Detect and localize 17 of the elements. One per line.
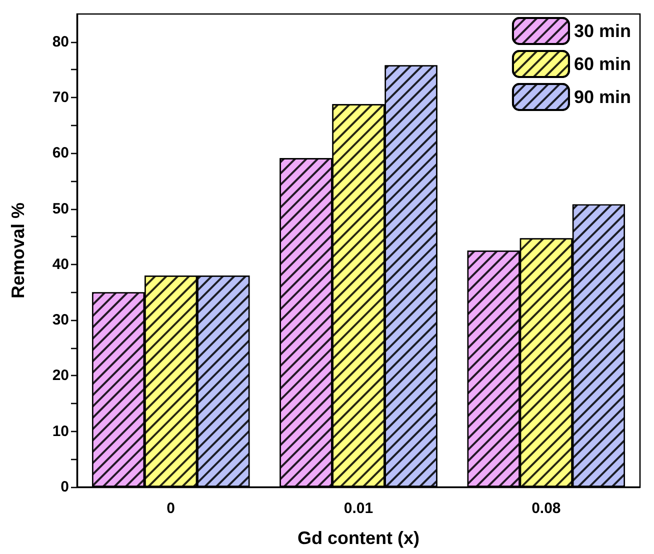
y-tick-label: 70 <box>52 88 69 106</box>
y-tick-label: 30 <box>52 312 69 329</box>
legend-label: 90 min <box>574 87 632 107</box>
x-tick-label: 0.01 <box>344 500 374 517</box>
y-axis-title: Removal % <box>8 202 28 299</box>
y-tick-label: 10 <box>52 422 69 440</box>
legend-label: 30 min <box>574 21 632 41</box>
legend-label: 60 min <box>574 54 632 74</box>
x-tick-label: 0 <box>166 500 176 517</box>
x-axis-title: Gd content (x) <box>298 528 420 548</box>
y-tick-label: 20 <box>52 367 69 384</box>
y-tick-label: 60 <box>52 144 69 162</box>
y-tick-label: 50 <box>52 200 69 218</box>
x-tick-label: 0.08 <box>532 500 561 517</box>
y-tick-label: 0 <box>60 478 69 496</box>
y-tick-label: 40 <box>52 256 69 273</box>
y-tick-label: 80 <box>52 33 69 50</box>
